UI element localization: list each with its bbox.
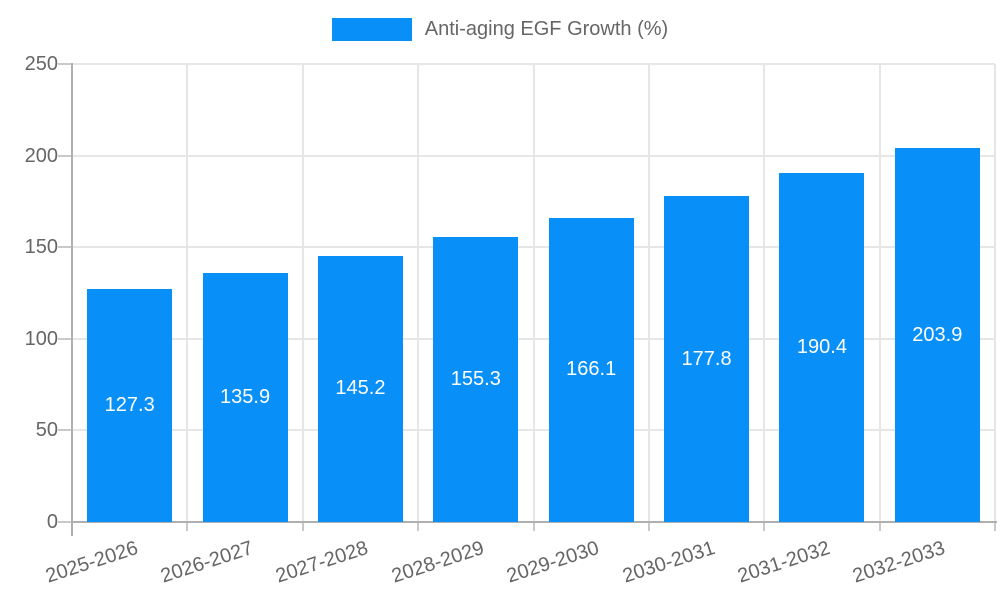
y-axis-tick <box>58 154 72 157</box>
y-axis-line <box>71 63 73 536</box>
bar-value-label: 166.1 <box>566 358 617 381</box>
y-tick-label: 50 <box>35 419 58 442</box>
x-axis-tick <box>417 522 420 531</box>
bar-value-label: 203.9 <box>912 323 963 346</box>
x-axis-tick <box>763 522 766 531</box>
chart-legend[interactable]: Anti-aging EGF Growth (%) <box>0 18 1000 41</box>
bar: 145.2 <box>317 255 403 522</box>
x-axis-tick <box>186 522 189 531</box>
y-tick-label: 0 <box>46 511 58 533</box>
legend-swatch-icon <box>331 18 412 41</box>
x-axis-tick <box>878 522 881 531</box>
y-axis-tick <box>58 429 72 432</box>
v-gridline <box>647 64 650 522</box>
v-gridline <box>532 64 535 522</box>
bar: 127.3 <box>87 288 173 522</box>
v-gridline <box>763 64 766 522</box>
v-gridline <box>186 64 189 522</box>
y-tick-label: 250 <box>24 53 58 75</box>
y-axis-tick <box>58 521 72 523</box>
v-gridline <box>878 64 881 522</box>
x-axis-tick <box>994 522 996 531</box>
x-axis-tick <box>532 522 535 531</box>
y-axis-tick <box>58 246 72 249</box>
y-tick-label: 100 <box>24 327 58 350</box>
x-axis-tick <box>301 522 304 531</box>
bar-value-label: 190.4 <box>796 336 847 359</box>
bar: 203.9 <box>894 148 980 522</box>
bar-value-label: 177.8 <box>681 347 732 370</box>
bar: 190.4 <box>779 173 865 522</box>
bar: 177.8 <box>664 196 750 522</box>
y-axis-tick <box>58 63 72 65</box>
v-gridline <box>301 64 304 522</box>
y-axis-tick <box>58 337 72 340</box>
y-tick-label: 150 <box>24 236 58 259</box>
bar-value-label: 135.9 <box>220 386 271 408</box>
v-gridline <box>417 64 420 522</box>
bar-value-label: 127.3 <box>104 393 155 416</box>
bar: 166.1 <box>548 217 634 522</box>
bar: 155.3 <box>433 237 519 522</box>
legend-label: Anti-aging EGF Growth (%) <box>424 18 669 40</box>
bar-value-label: 155.3 <box>450 368 501 391</box>
v-gridline <box>994 64 996 522</box>
bar-value-label: 145.2 <box>335 377 386 400</box>
y-tick-label: 200 <box>24 144 58 167</box>
x-axis-tick <box>647 522 650 531</box>
bar: 135.9 <box>202 273 288 522</box>
x-axis-line <box>71 521 997 523</box>
